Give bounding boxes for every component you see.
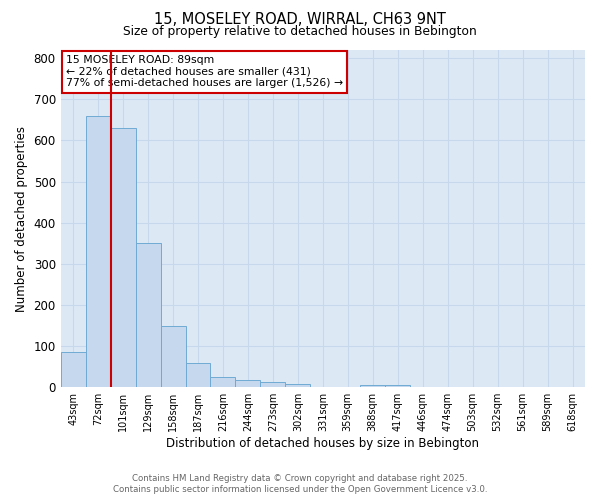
Bar bbox=[260, 382, 286, 387]
Text: 15, MOSELEY ROAD, WIRRAL, CH63 9NT: 15, MOSELEY ROAD, WIRRAL, CH63 9NT bbox=[154, 12, 446, 28]
Bar bbox=[136, 244, 161, 387]
Bar bbox=[286, 384, 310, 387]
Bar bbox=[185, 362, 211, 387]
Y-axis label: Number of detached properties: Number of detached properties bbox=[15, 126, 28, 312]
Bar bbox=[211, 377, 235, 387]
Text: 15 MOSELEY ROAD: 89sqm
← 22% of detached houses are smaller (431)
77% of semi-de: 15 MOSELEY ROAD: 89sqm ← 22% of detached… bbox=[66, 55, 343, 88]
X-axis label: Distribution of detached houses by size in Bebington: Distribution of detached houses by size … bbox=[166, 437, 479, 450]
Bar bbox=[61, 352, 86, 387]
Bar bbox=[235, 380, 260, 387]
Bar bbox=[86, 116, 110, 387]
Bar bbox=[385, 385, 410, 387]
Bar bbox=[161, 326, 185, 387]
Bar bbox=[360, 384, 385, 387]
Text: Size of property relative to detached houses in Bebington: Size of property relative to detached ho… bbox=[123, 25, 477, 38]
Text: Contains HM Land Registry data © Crown copyright and database right 2025.
Contai: Contains HM Land Registry data © Crown c… bbox=[113, 474, 487, 494]
Bar bbox=[110, 128, 136, 387]
